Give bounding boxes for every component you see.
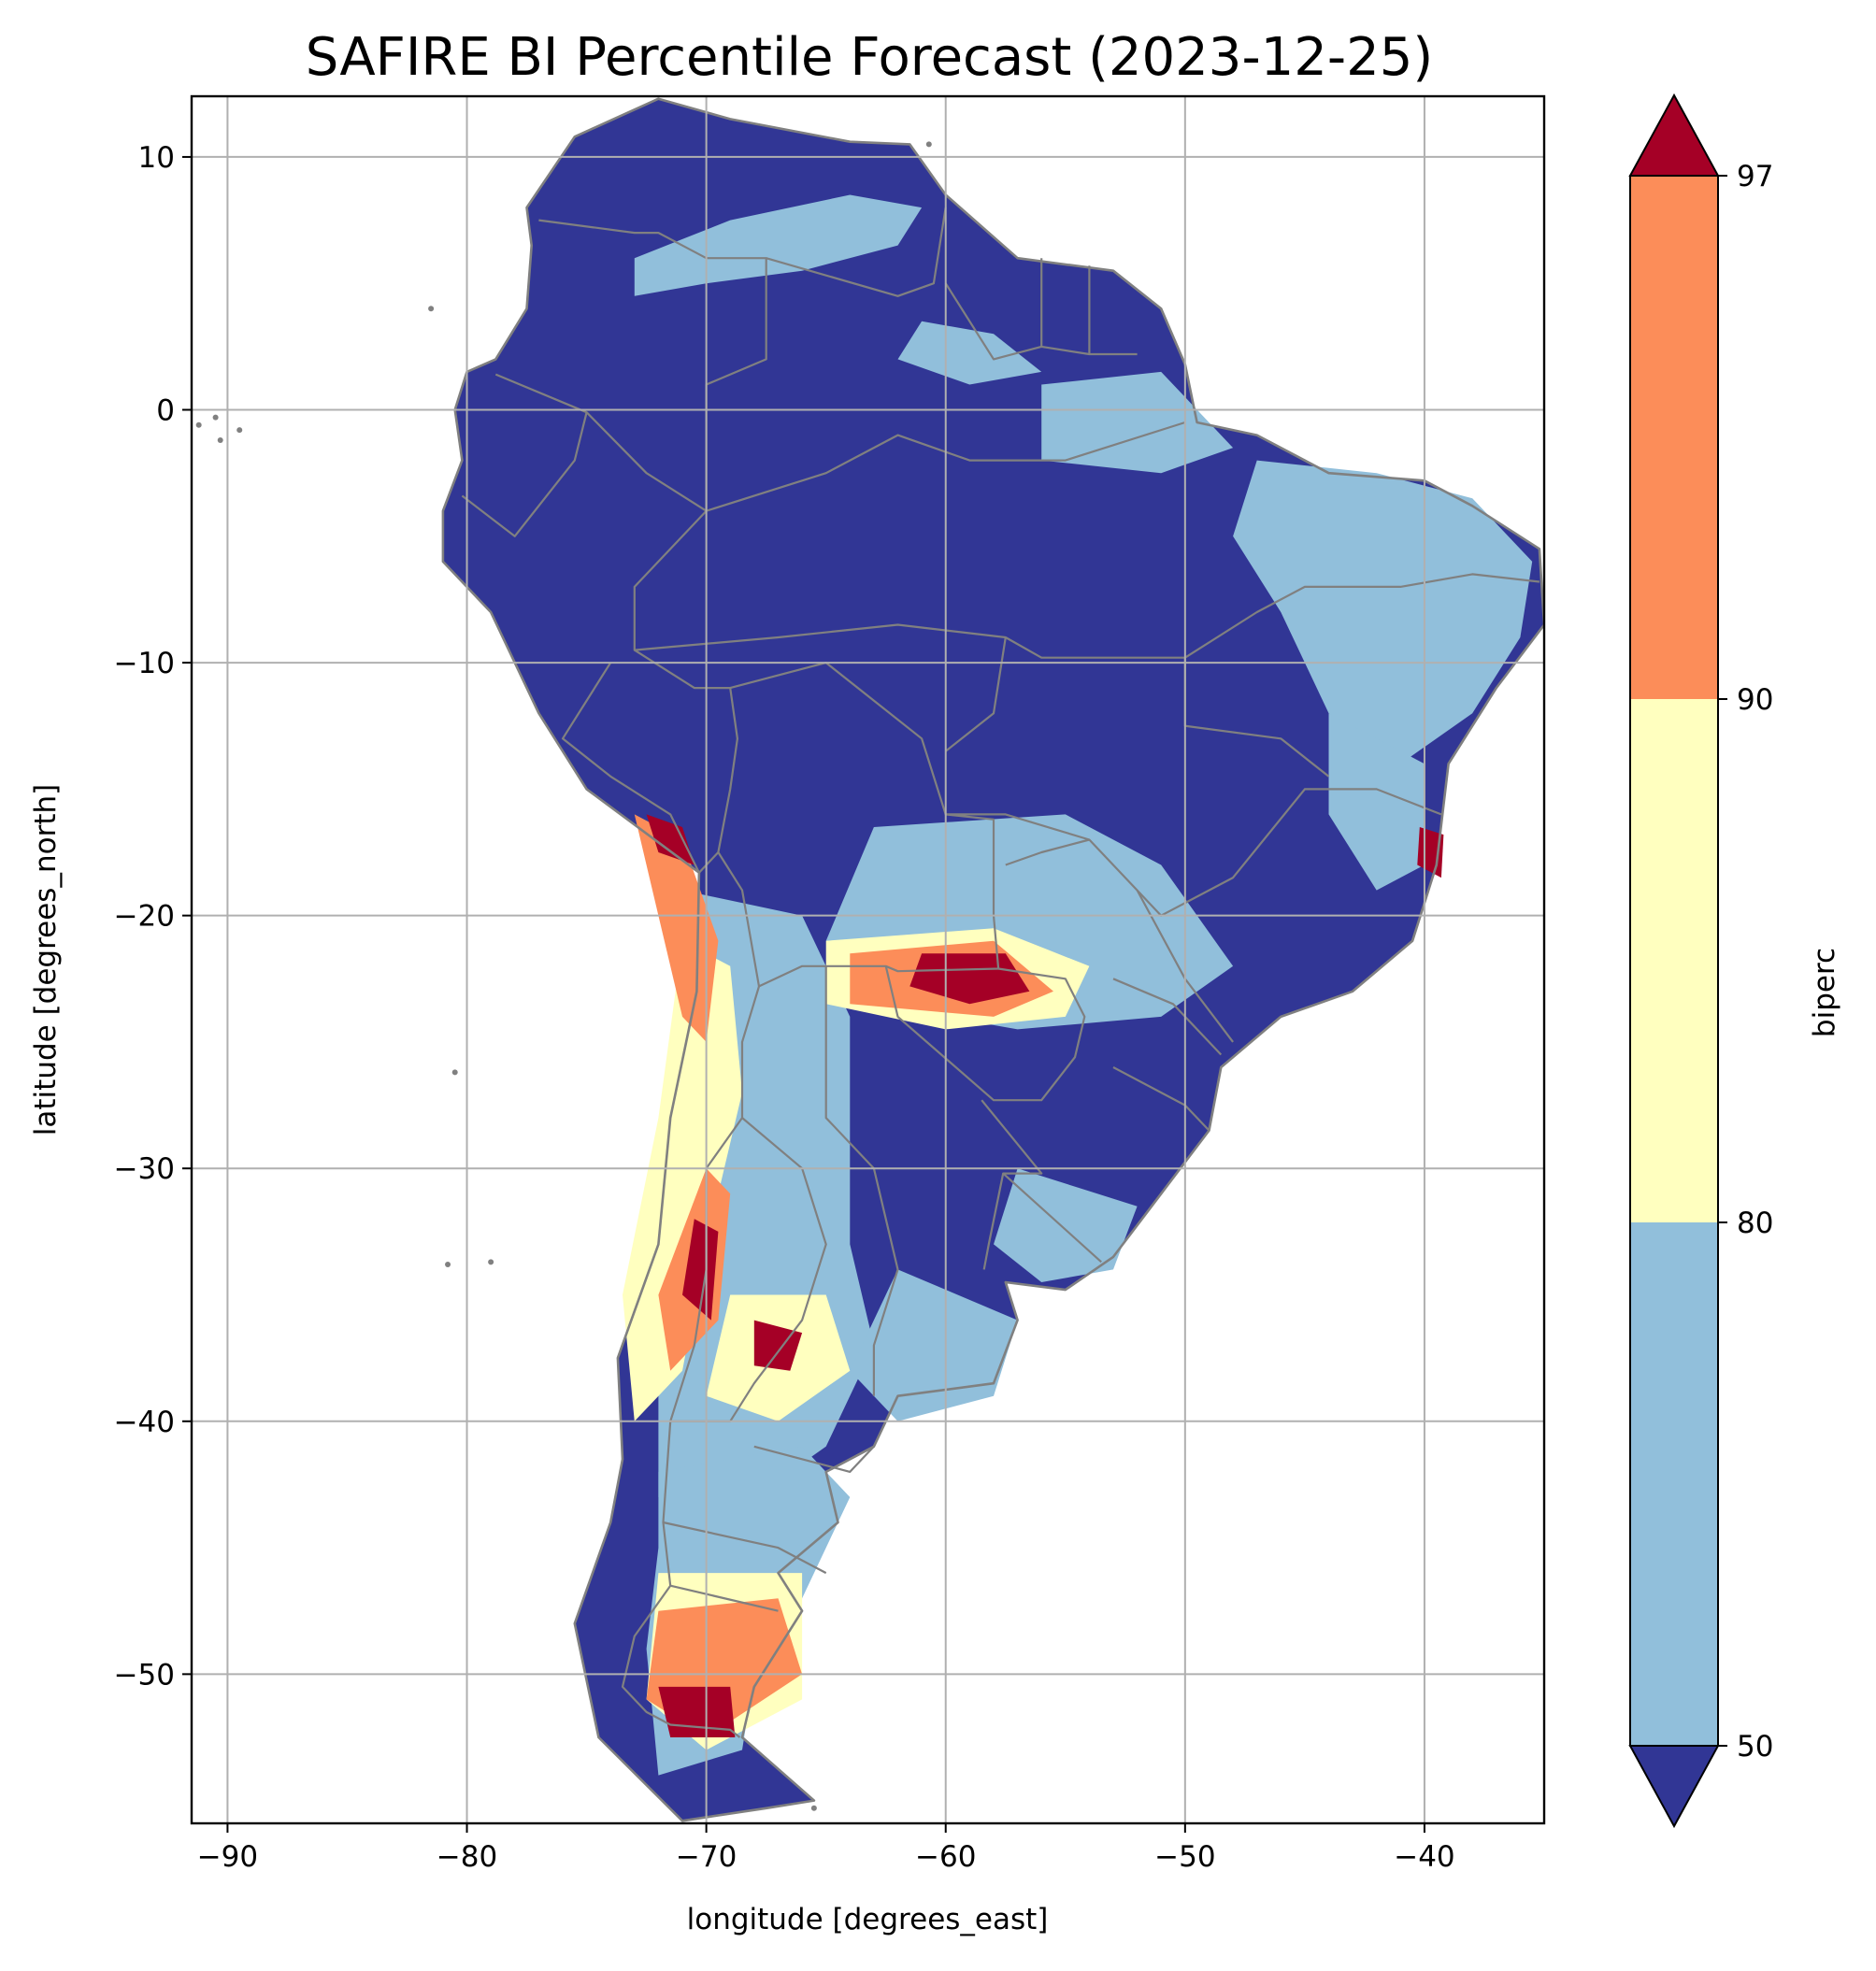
y-tick-label: −20	[114, 900, 175, 934]
region-brazil-northeast	[1233, 460, 1533, 764]
border-line	[1112, 978, 1223, 1056]
colorbar-tick-label: 90	[1737, 683, 1773, 717]
region-mendoza-core	[682, 1219, 719, 1321]
island-mark	[445, 1262, 451, 1268]
colorbar-segment	[1630, 176, 1718, 699]
border-line	[561, 662, 700, 874]
y-axis: 10 0 −10 −20 −30 −40 −50	[114, 141, 192, 1692]
island-mark	[925, 141, 932, 148]
island-mark	[212, 414, 219, 421]
island-mark	[810, 1805, 817, 1811]
colorbar-segment	[1630, 699, 1718, 1222]
colorbar-frame	[1629, 175, 1719, 1747]
colorbar-tick-label: 50	[1737, 1730, 1773, 1764]
border-line	[669, 1584, 779, 1612]
x-axis: −90 −80 −70 −60 −50 −40	[197, 1823, 1455, 1874]
border-line	[663, 1521, 827, 1575]
region-southern-peru	[646, 814, 695, 865]
colorbar: 50 80 90 97	[1628, 93, 1773, 1829]
island-mark	[451, 1069, 458, 1076]
y-tick-label: −50	[114, 1658, 175, 1692]
plot-frame	[190, 94, 1546, 1825]
island-mark	[217, 436, 223, 443]
x-tick-label: −50	[1154, 1840, 1215, 1874]
island-mark	[236, 427, 243, 434]
region-la-pampa-core	[753, 1320, 803, 1371]
y-tick-label: 0	[156, 394, 175, 428]
chart-title: SAFIRE BI Percentile Forecast (2023-12-2…	[306, 27, 1433, 88]
x-tick-label: −60	[915, 1840, 976, 1874]
region-guiana-savanna	[897, 321, 1042, 385]
colorbar-segment	[1630, 1222, 1718, 1746]
colorbar-tick-label: 80	[1737, 1207, 1773, 1240]
island-mark	[195, 421, 202, 428]
region-pampas-south	[850, 1269, 1018, 1421]
region-paraguay-core	[909, 953, 1030, 1005]
border-line	[461, 411, 588, 537]
border-line	[766, 207, 947, 297]
y-tick-label: −40	[114, 1406, 175, 1439]
border-line	[706, 421, 1186, 512]
y-tick-label: −10	[114, 647, 175, 680]
border-line	[1005, 838, 1090, 866]
x-tick-label: −90	[197, 1840, 258, 1874]
x-axis-label: longitude [degrees_east]	[687, 1903, 1049, 1936]
border-line	[494, 219, 767, 512]
region-andes-chile-argentina	[623, 940, 742, 1421]
map-layer	[195, 97, 1544, 1822]
y-axis-label: latitude [degrees_north]	[29, 784, 63, 1135]
x-tick-label: −40	[1394, 1840, 1454, 1874]
y-tick-label: −30	[114, 1152, 175, 1186]
colorbar-label: biperc	[1808, 948, 1841, 1037]
border-line	[884, 965, 1086, 1102]
border-line	[824, 965, 899, 1396]
plot-area	[190, 94, 1546, 1825]
island-mark	[428, 306, 435, 312]
colorbar-tick-label: 97	[1737, 160, 1773, 193]
island-mark	[488, 1259, 494, 1265]
border-line	[1002, 1172, 1102, 1264]
y-tick-label: 10	[138, 141, 175, 175]
border-line	[753, 1445, 875, 1474]
region-brazil-cerrado-east	[1328, 713, 1425, 891]
gridlines	[192, 96, 1544, 1823]
x-tick-label: −80	[437, 1840, 497, 1874]
x-tick-label: −70	[676, 1840, 737, 1874]
